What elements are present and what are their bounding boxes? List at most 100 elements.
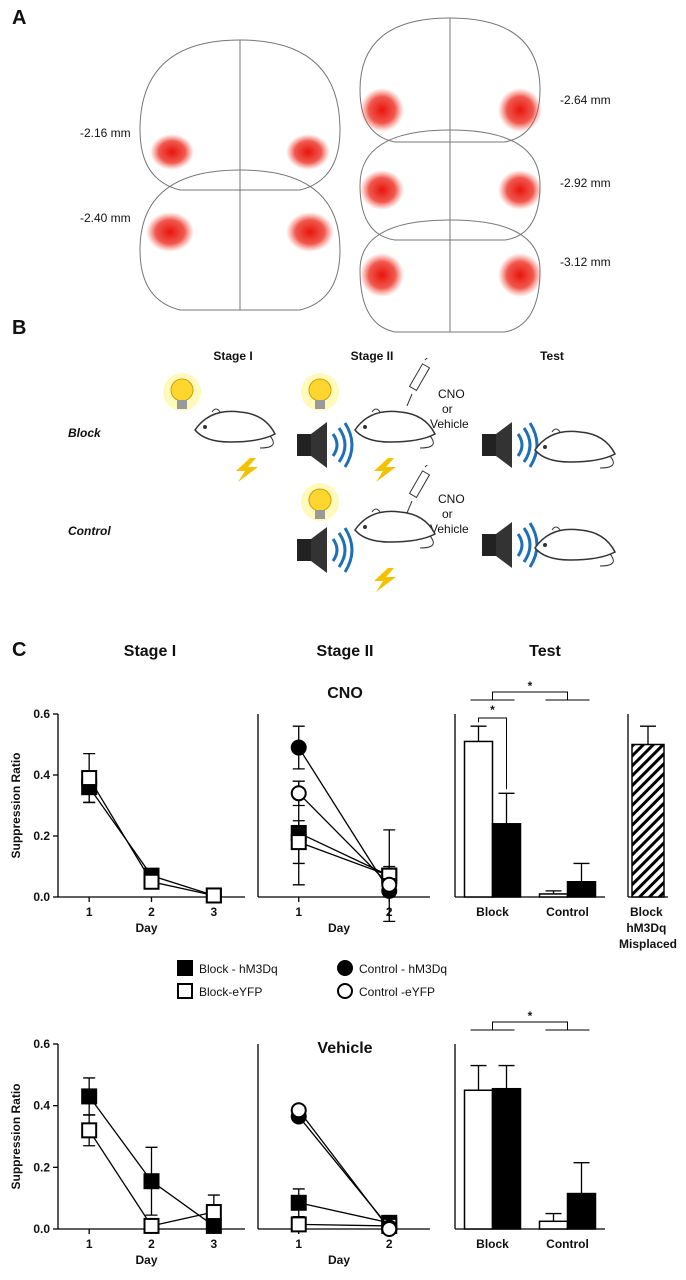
injection-label: CNO — [438, 387, 465, 401]
error-bar — [470, 725, 487, 742]
y-axis-label: Suppression Ratio — [9, 1083, 23, 1189]
injection-label: Vehicle — [430, 522, 469, 536]
legend-label: Control - hM3Dq — [359, 962, 447, 976]
level-label: -2.16 mm — [80, 126, 131, 140]
x-tick-label: 3 — [210, 905, 217, 919]
y-axis-label: Suppression Ratio — [9, 752, 23, 858]
x-tick-label: 2 — [386, 1237, 393, 1251]
row-heading: CNO — [327, 685, 363, 702]
level-label: -2.40 mm — [80, 211, 131, 225]
marker — [205, 1204, 222, 1221]
marker — [290, 739, 307, 756]
x-tick-label: 1 — [295, 1237, 302, 1251]
level-label: -2.64 mm — [560, 93, 611, 107]
marker — [290, 834, 307, 851]
marker — [381, 876, 398, 893]
brain-sections — [139, 17, 542, 333]
marker — [290, 1102, 307, 1119]
injection-label: CNO — [438, 492, 465, 506]
x-tick-label: 1 — [86, 1237, 93, 1251]
bar — [538, 893, 569, 898]
marker — [290, 1194, 307, 1211]
panel-label: B — [12, 317, 26, 339]
x-tick-label: Control — [546, 905, 589, 919]
protocol-icons — [162, 358, 616, 592]
error-bar — [545, 1212, 562, 1222]
injection-label: or — [442, 507, 453, 521]
x-tick-label: 2 — [148, 1237, 155, 1251]
error-bar — [640, 725, 656, 745]
series-line — [298, 1223, 390, 1227]
significance-star: * — [528, 679, 533, 693]
x-axis-label: Day — [135, 1253, 157, 1267]
x-axis-label: Day — [328, 1253, 350, 1267]
injection-label: or — [442, 402, 453, 416]
series-line — [298, 1109, 390, 1230]
series-line — [298, 832, 390, 877]
bar — [491, 1087, 522, 1230]
stage-heading: Test — [529, 643, 561, 660]
marker — [205, 887, 222, 904]
stage-heading: Stage I — [124, 643, 176, 660]
legend-label: Control -eYFP — [359, 985, 435, 999]
level-label: -2.92 mm — [560, 176, 611, 190]
level-label: -3.12 mm — [560, 255, 611, 269]
panel-label: A — [12, 7, 26, 29]
marker — [81, 1088, 98, 1105]
y-tick-label: 0.0 — [33, 1222, 50, 1236]
bar — [566, 881, 597, 898]
significance-bracket — [470, 691, 590, 701]
marker — [143, 873, 160, 890]
significance-bracket — [470, 1021, 590, 1031]
legend-label: Block - hM3Dq — [199, 962, 278, 976]
legend-marker — [177, 983, 193, 999]
error-bar — [498, 1064, 515, 1089]
x-tick-label: Control — [546, 1237, 589, 1251]
x-tick-label: Block — [476, 1237, 509, 1251]
bar — [631, 743, 665, 898]
x-axis-label: Day — [135, 921, 157, 935]
row-label: Control — [68, 524, 111, 538]
y-tick-label: 0.6 — [33, 1037, 50, 1051]
error-bar — [498, 792, 515, 824]
row-label: Block — [68, 426, 102, 440]
x-axis-label: Day — [328, 921, 350, 935]
marker — [143, 1217, 160, 1234]
bar — [566, 1192, 597, 1230]
stage-heading: Stage I — [213, 349, 252, 363]
significance-star: * — [528, 1009, 533, 1023]
bar — [463, 740, 494, 898]
series-line — [298, 792, 390, 886]
injection-label: Vehicle — [430, 417, 469, 431]
bar — [538, 1220, 569, 1230]
error-bar — [573, 1162, 590, 1194]
series-line — [298, 1202, 390, 1224]
marker — [290, 785, 307, 802]
stage-heading: Stage II — [351, 349, 394, 363]
series-line — [298, 747, 390, 892]
bar — [463, 1089, 494, 1230]
marker — [81, 1122, 98, 1139]
stage-heading: Stage II — [317, 643, 374, 660]
panel-label: C — [12, 639, 26, 661]
x-tick-label: Block — [476, 905, 509, 919]
marker — [381, 1221, 398, 1237]
significance-star: * — [490, 703, 495, 717]
marker — [143, 1173, 160, 1190]
y-tick-label: 0.6 — [33, 707, 50, 721]
y-tick-label: 0.2 — [33, 829, 50, 843]
y-tick-label: 0.0 — [33, 890, 50, 904]
error-bar — [573, 862, 590, 882]
charts: 0.0 0.2 0.4 0.6 Suppression Ratio 1 2 3 Day 1 2 Day… — [9, 679, 677, 1267]
legend-marker — [337, 960, 353, 976]
stage-heading: Test — [540, 349, 564, 363]
x-tick-label: 2 — [148, 905, 155, 919]
significance-bracket — [478, 717, 507, 790]
error-bar — [470, 1064, 487, 1091]
y-tick-label: 0.2 — [33, 1160, 50, 1174]
x-tick-label: 3 — [210, 1237, 217, 1251]
row-heading: Vehicle — [317, 1040, 372, 1057]
marker — [81, 770, 98, 787]
x-tick-label: 1 — [86, 905, 93, 919]
